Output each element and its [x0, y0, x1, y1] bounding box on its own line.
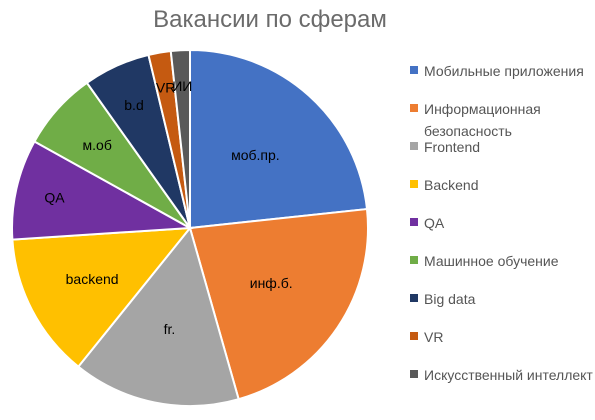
legend-swatch [410, 104, 418, 112]
legend-label: Искусственный интеллект [424, 367, 593, 383]
legend-swatch [410, 294, 418, 302]
slice-label-1: моб.пр. [231, 147, 280, 163]
legend-swatch [410, 370, 418, 378]
slice-label-9: ИИ [172, 78, 192, 94]
pie-slice-1 [189, 48, 369, 230]
pie-slice-5 [11, 140, 194, 241]
legend-swatch [410, 218, 418, 226]
legend-label: Информационная безопасность [424, 101, 541, 139]
pie-slices [11, 48, 369, 407]
legend-swatch [410, 180, 418, 188]
legend-label: Big data [424, 291, 476, 307]
legend-swatch [410, 142, 418, 150]
slice-label-4: backend [66, 271, 119, 287]
legend-swatch [410, 332, 418, 340]
legend-swatch [410, 256, 418, 264]
chart-title: Вакансии по сферам [153, 6, 387, 33]
legend-label: QA [424, 215, 445, 231]
slice-label-8: VR [156, 80, 175, 96]
slice-label-3: fr. [164, 321, 176, 337]
legend-swatch [410, 66, 418, 74]
pie-slice-2 [188, 207, 369, 401]
legend-label: Машинное обучение [424, 253, 559, 269]
slice-label-7: b.d [124, 97, 143, 113]
slice-label-6: м.об [83, 137, 112, 153]
pie-slice-9 [169, 48, 191, 229]
legend-label: VR [424, 329, 444, 345]
pie-slice-4 [11, 226, 193, 369]
legend-label: Мобильные приложения [424, 63, 584, 79]
legend-label: Frontend [424, 139, 481, 155]
legend-label: Backend [424, 177, 479, 193]
slice-label-2: инф.б. [250, 275, 293, 291]
pie-slice-3 [76, 225, 240, 407]
slice-label-5: QA [44, 190, 65, 206]
